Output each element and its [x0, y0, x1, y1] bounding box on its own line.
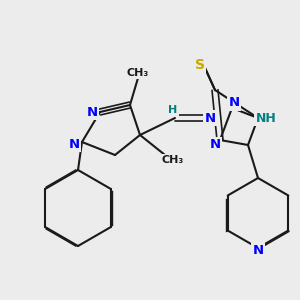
- Text: CH₃: CH₃: [127, 68, 149, 78]
- Text: N: N: [228, 97, 240, 110]
- Text: H: H: [168, 105, 178, 115]
- Text: N: N: [68, 137, 80, 151]
- Text: NH: NH: [256, 112, 276, 124]
- Text: S: S: [195, 58, 205, 72]
- Text: N: N: [86, 106, 98, 118]
- Text: N: N: [204, 112, 216, 124]
- Text: N: N: [209, 139, 220, 152]
- Text: CH₃: CH₃: [162, 155, 184, 165]
- Text: N: N: [252, 244, 264, 257]
